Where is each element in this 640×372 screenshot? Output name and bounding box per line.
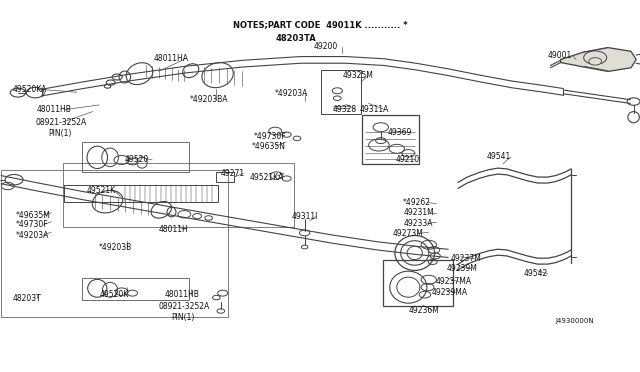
Text: 49520: 49520 <box>125 155 149 164</box>
Text: J4930000N: J4930000N <box>556 318 594 324</box>
Bar <box>82 142 189 172</box>
Text: 48203TA: 48203TA <box>275 34 316 43</box>
Text: 49325M: 49325M <box>342 71 373 80</box>
Circle shape <box>589 58 602 65</box>
Bar <box>216 172 234 182</box>
Text: *49203A: *49203A <box>275 89 308 98</box>
Bar <box>321 70 361 114</box>
Text: 49236M: 49236M <box>408 306 439 315</box>
Text: NOTES;PART CODE  49011K ........... *: NOTES;PART CODE 49011K ........... * <box>233 20 407 29</box>
Text: 49541: 49541 <box>486 153 511 161</box>
Text: 49239M: 49239M <box>447 264 477 273</box>
Text: 49521K: 49521K <box>86 186 116 195</box>
Text: *49635N: *49635N <box>252 142 285 151</box>
Text: 48011H: 48011H <box>159 225 188 234</box>
Text: *49730F: *49730F <box>16 220 49 229</box>
Text: 49520K: 49520K <box>99 290 129 299</box>
Text: 49311I: 49311I <box>291 212 317 221</box>
Text: *49730F: *49730F <box>253 132 286 141</box>
Text: 48011HB: 48011HB <box>37 105 72 114</box>
Text: 49237M: 49237M <box>451 254 481 263</box>
Bar <box>383 260 453 306</box>
Text: PIN(1): PIN(1) <box>172 313 195 322</box>
Text: 49542: 49542 <box>524 269 548 278</box>
Text: 49271: 49271 <box>220 169 244 178</box>
Text: *49635M: *49635M <box>16 211 51 219</box>
Polygon shape <box>561 48 636 71</box>
Text: 49210: 49210 <box>396 155 420 164</box>
Text: 49328: 49328 <box>333 105 357 114</box>
Text: 49233A: 49233A <box>403 219 433 228</box>
Text: 48011HA: 48011HA <box>154 54 189 62</box>
Text: 49231M: 49231M <box>403 208 434 217</box>
Text: 49369: 49369 <box>387 128 412 137</box>
Circle shape <box>584 51 607 64</box>
Text: 49273M: 49273M <box>393 229 424 238</box>
Text: 49237MA: 49237MA <box>435 278 471 286</box>
Bar <box>1 170 228 317</box>
Text: 48203T: 48203T <box>13 294 42 303</box>
Text: 49311A: 49311A <box>360 105 389 114</box>
Bar <box>362 115 419 164</box>
Text: *49203B: *49203B <box>99 243 132 252</box>
Text: 49200: 49200 <box>314 42 338 51</box>
Text: 49239MA: 49239MA <box>431 288 467 297</box>
Text: *49203A: *49203A <box>16 231 49 240</box>
Text: *49203BA: *49203BA <box>189 95 228 104</box>
Text: 48011HB: 48011HB <box>165 290 200 299</box>
Bar <box>82 278 189 300</box>
Text: PIN(1): PIN(1) <box>48 129 72 138</box>
Bar <box>64 185 218 202</box>
Text: 49521KA: 49521KA <box>250 173 284 182</box>
Text: 49001: 49001 <box>547 51 572 60</box>
Text: 08921-3252A: 08921-3252A <box>159 302 210 311</box>
Text: 08921-3252A: 08921-3252A <box>35 118 86 126</box>
Text: 49520KA: 49520KA <box>13 85 47 94</box>
Bar <box>63 163 294 227</box>
Text: *49262: *49262 <box>403 198 431 207</box>
